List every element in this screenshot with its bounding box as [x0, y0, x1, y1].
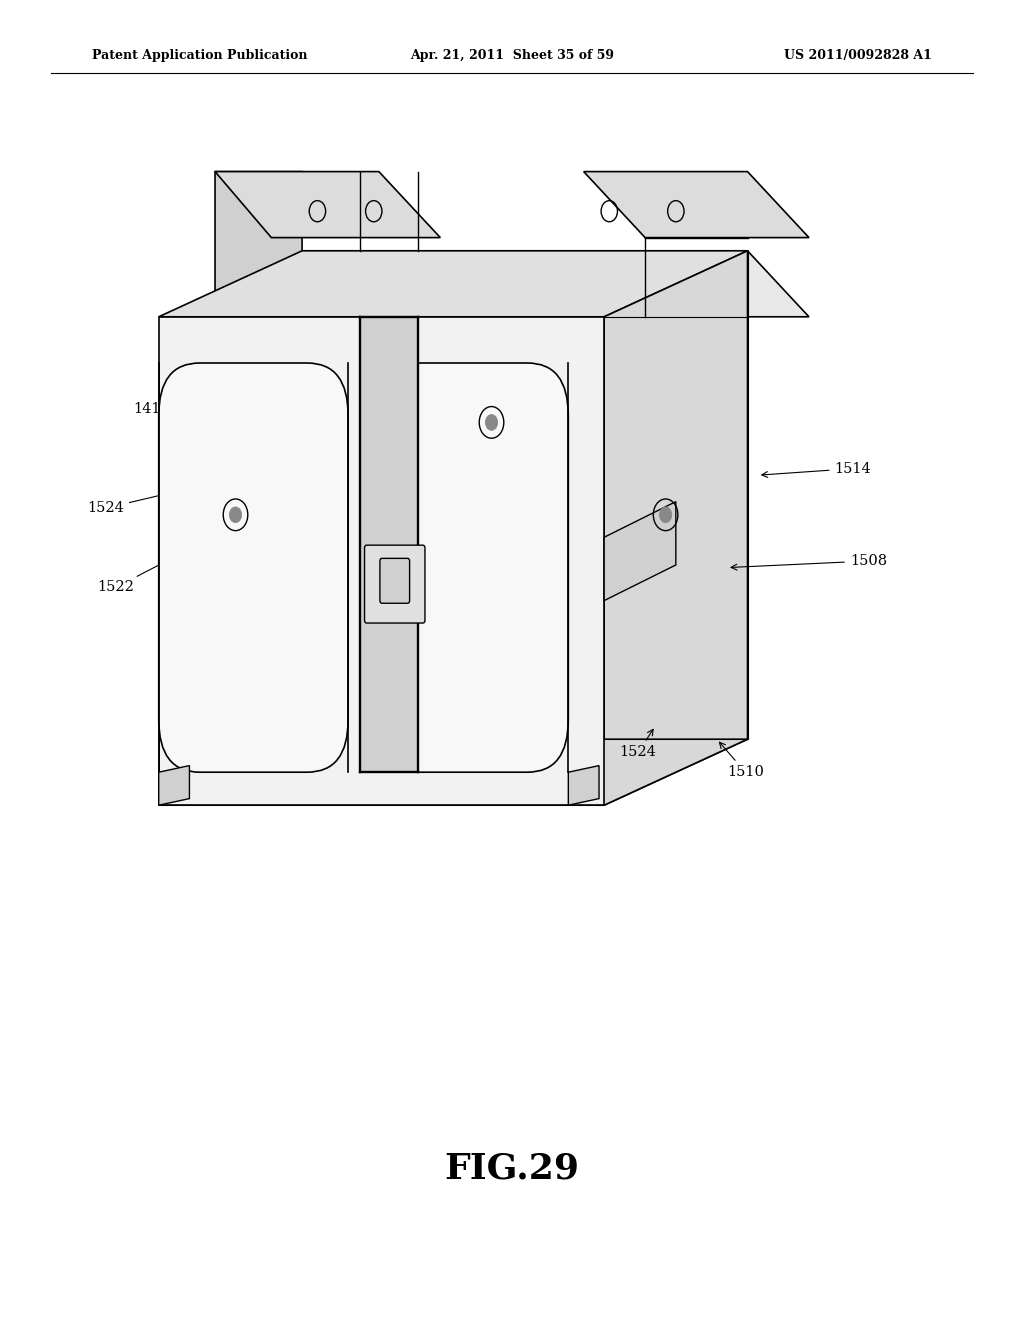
- Text: 1412: 1412: [133, 403, 308, 467]
- Text: 1508: 1508: [731, 554, 887, 570]
- Text: Patent Application Publication: Patent Application Publication: [92, 49, 307, 62]
- Polygon shape: [568, 766, 599, 805]
- Circle shape: [659, 507, 672, 523]
- Polygon shape: [159, 251, 748, 317]
- Text: 1524: 1524: [87, 488, 185, 515]
- Circle shape: [229, 507, 242, 523]
- FancyBboxPatch shape: [379, 363, 568, 772]
- Text: 1510: 1510: [720, 742, 764, 779]
- Polygon shape: [215, 172, 302, 739]
- Polygon shape: [159, 317, 604, 805]
- Polygon shape: [159, 766, 189, 805]
- Polygon shape: [360, 317, 418, 772]
- Text: 1522: 1522: [425, 756, 462, 785]
- Text: Apr. 21, 2011  Sheet 35 of 59: Apr. 21, 2011 Sheet 35 of 59: [410, 49, 614, 62]
- Polygon shape: [159, 739, 748, 805]
- Text: 1522: 1522: [97, 543, 202, 594]
- FancyBboxPatch shape: [380, 558, 410, 603]
- Polygon shape: [584, 172, 809, 238]
- Text: 1534: 1534: [374, 742, 413, 775]
- Polygon shape: [215, 172, 440, 238]
- Polygon shape: [302, 251, 748, 739]
- Text: 1514: 1514: [762, 462, 871, 478]
- FancyBboxPatch shape: [159, 363, 348, 772]
- Text: 1524: 1524: [620, 730, 656, 759]
- Text: 1530: 1530: [230, 634, 334, 667]
- Circle shape: [485, 414, 498, 430]
- FancyBboxPatch shape: [365, 545, 425, 623]
- Polygon shape: [604, 502, 676, 601]
- Text: US 2011/0092828 A1: US 2011/0092828 A1: [784, 49, 932, 62]
- Polygon shape: [604, 251, 748, 805]
- Text: 1535: 1535: [256, 718, 359, 746]
- Text: 1534: 1534: [327, 564, 401, 603]
- Polygon shape: [302, 251, 809, 317]
- Text: FIG.29: FIG.29: [444, 1151, 580, 1185]
